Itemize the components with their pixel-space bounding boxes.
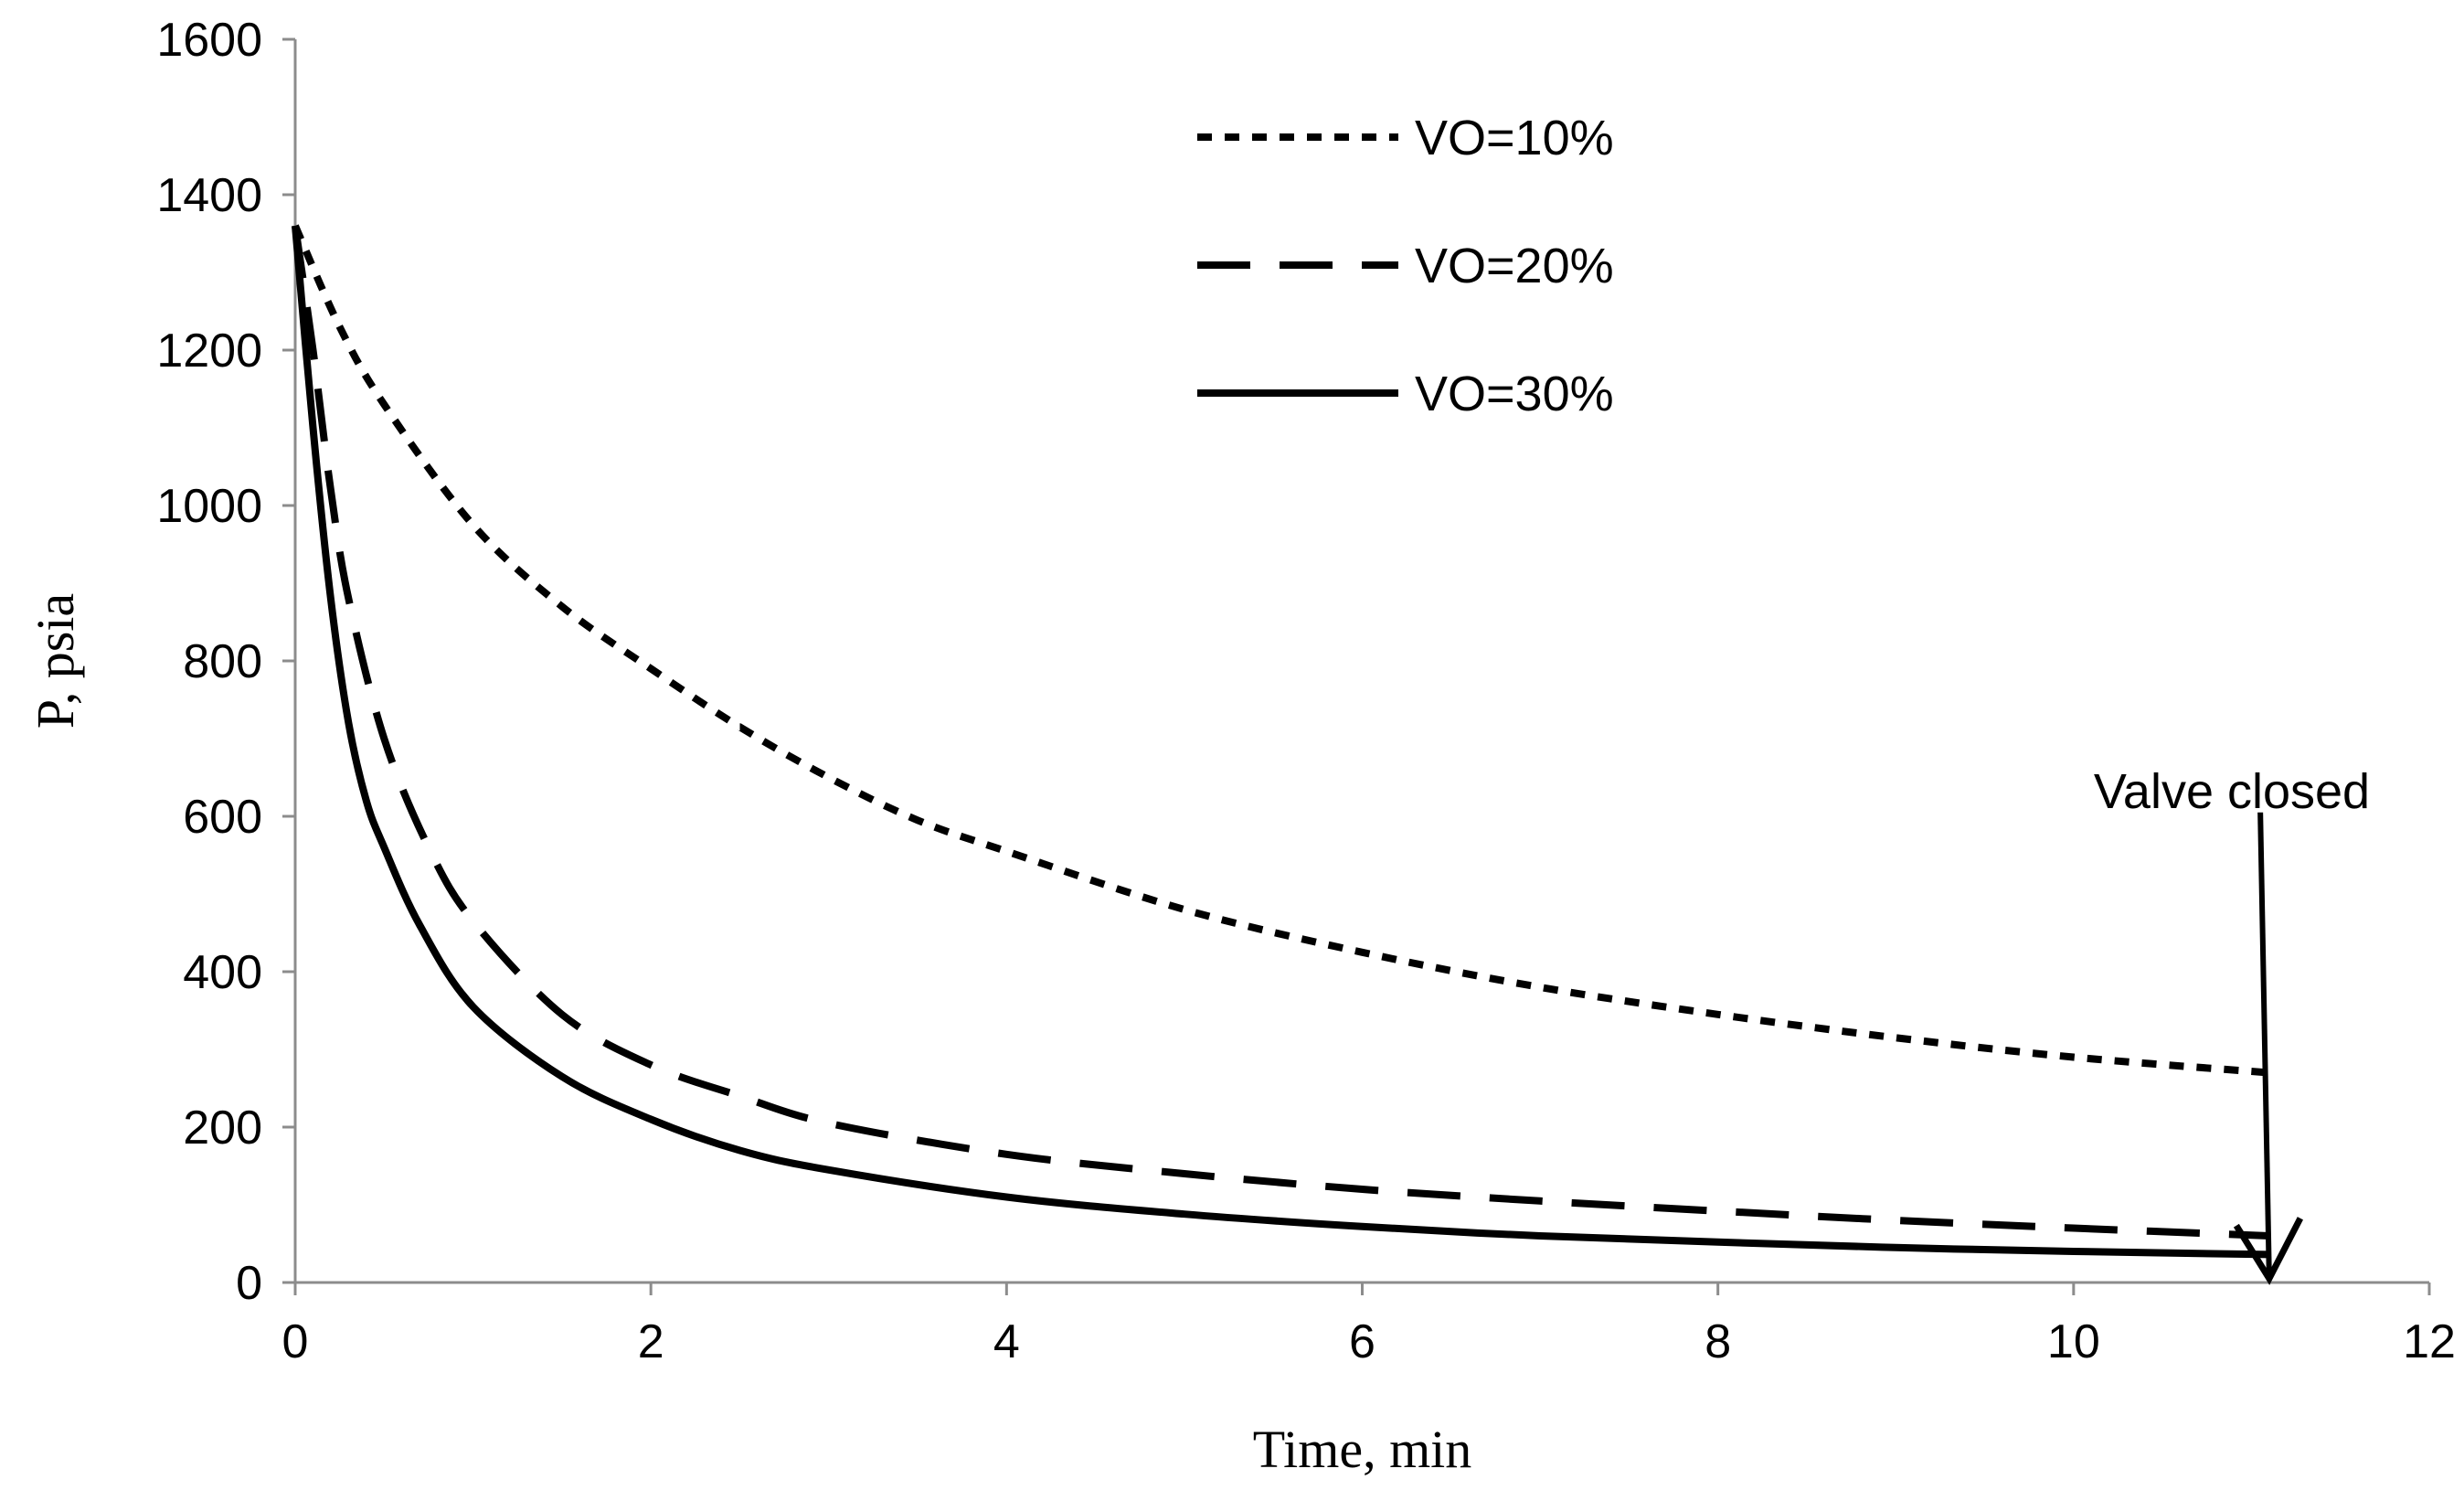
valve-closed-arrow-shaft: [2257, 812, 2272, 1279]
x-tick-label: 6: [1349, 1315, 1375, 1368]
y-axis-title: P, psia: [26, 593, 85, 729]
y-tick-label: 200: [183, 1102, 262, 1155]
axes-layer: 0 200 400 600 800 1000 1200 1400 1600 0 2 4 6 8 10 12: [156, 14, 2456, 1368]
legend-label: VO=20%: [1415, 239, 1614, 293]
x-tick-label: 12: [2403, 1315, 2456, 1368]
x-tick-label: 8: [1705, 1315, 1731, 1368]
y-tick-label: 400: [183, 946, 262, 999]
y-tick-label: 0: [236, 1257, 262, 1310]
y-tick-label: 1600: [156, 14, 262, 67]
series-line-vo-20: [292, 225, 2270, 1240]
legend-label: VO=30%: [1415, 367, 1614, 421]
series-layer: [292, 224, 2270, 1259]
y-tick-label: 1200: [156, 325, 262, 378]
x-tick-label: 2: [638, 1315, 664, 1368]
series-line-vo-30: [292, 225, 2269, 1259]
legend-entry: VO=10%: [1197, 111, 1614, 165]
annotation-layer: Valve closed: [2094, 764, 2370, 1285]
x-tick-label: 4: [993, 1315, 1020, 1368]
y-tick-label: 1000: [156, 480, 262, 533]
x-axis-title: Time, min: [1253, 1420, 1472, 1479]
legend-entry: VO=30%: [1197, 367, 1614, 421]
y-tick-label: 600: [183, 791, 262, 844]
x-tick-label: 10: [2047, 1315, 2100, 1368]
valve-closed-label: Valve closed: [2094, 764, 2370, 819]
y-tick-label: 800: [183, 635, 262, 688]
legend-label: VO=10%: [1415, 111, 1614, 165]
legend: VO=10% VO=20% VO=30%: [1197, 111, 1614, 421]
legend-entry: VO=20%: [1197, 239, 1614, 293]
valve-closed-arrow-head: [2233, 1217, 2303, 1285]
y-tick-label: 1400: [156, 169, 262, 222]
series-line-vo-10: [292, 224, 2270, 1077]
x-tick-label: 0: [282, 1315, 309, 1368]
